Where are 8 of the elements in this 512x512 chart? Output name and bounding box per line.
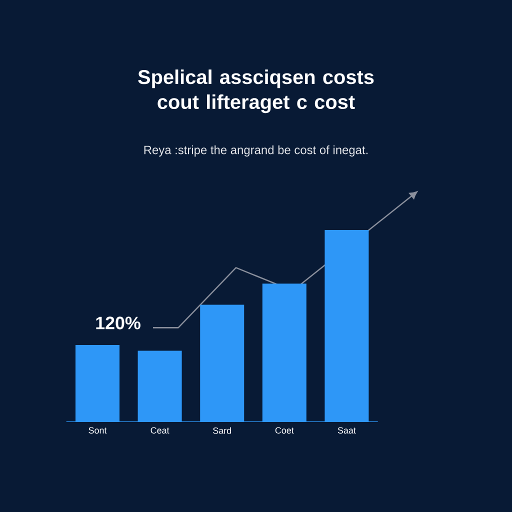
- x-tick-label: Saat: [338, 427, 356, 434]
- chart-subtitle: Reya :stripe the angrand be cost of inegat.: [144, 145, 368, 157]
- chart-title: Spelical assciqsen costs cout lifteraget c cost: [138, 70, 374, 114]
- annotation: 120%: [96, 316, 140, 330]
- x-tick-label: Ceat: [150, 427, 170, 434]
- x-tick-label: Sard: [213, 427, 231, 434]
- x-tick-label: Sont: [88, 427, 107, 434]
- x-tick-label: Coet: [275, 427, 294, 434]
